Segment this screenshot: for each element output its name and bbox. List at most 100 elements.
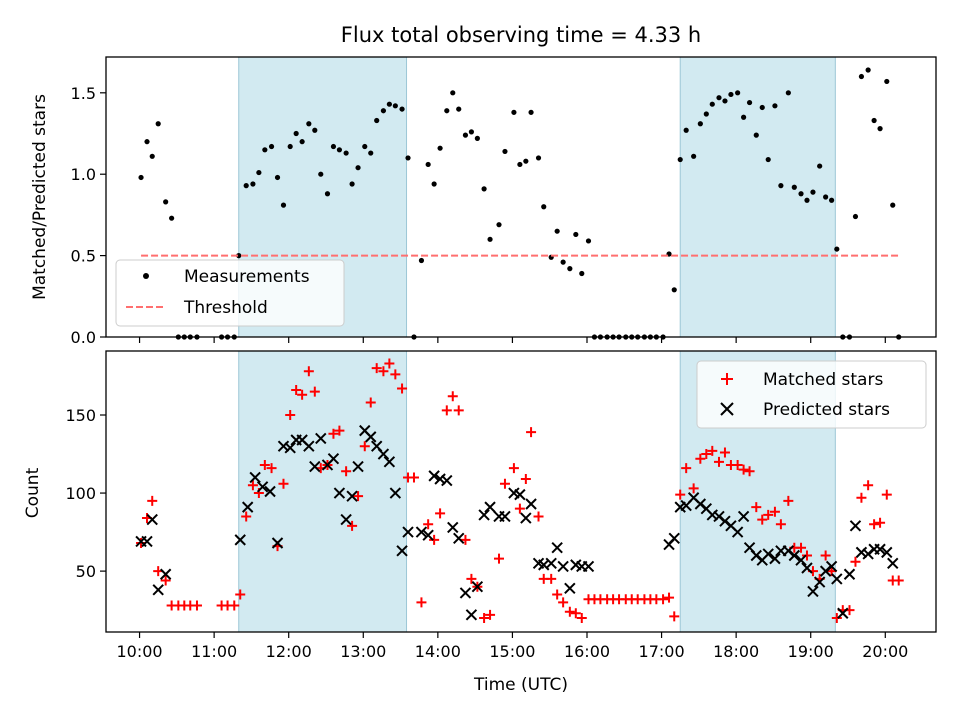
matched-star-point [875,517,886,528]
matched-star-point [769,506,780,517]
x-tick-label: 17:00 [639,642,685,661]
predicted-star-point [582,560,595,573]
measurement-point [496,222,502,228]
measurement-point [653,334,659,340]
matched-star-point [738,464,749,475]
predicted-star-point [284,442,296,454]
y-tick-label: 1.0 [71,165,96,184]
bot-shaded-region-1 [238,350,408,633]
predicted-star-point [441,474,453,487]
measurement-point [616,334,622,340]
matched-star-point [499,478,510,489]
matched-star-point [378,366,389,377]
measurement-point [660,334,666,340]
measurement-point [380,108,387,114]
matched-star-point [390,369,401,380]
predicted-star-point [465,609,478,621]
predicted-star-point [564,582,576,594]
predicted-star-point [241,501,254,513]
matched-star-point [365,397,376,408]
measurement-point [728,91,734,98]
predicted-star-point [434,473,446,485]
measurement-point [425,161,431,168]
predicted-star-point [831,573,843,585]
matched-star-point [719,447,730,458]
predicted-star-point [447,521,459,534]
matched-star-point [229,600,240,611]
predicted-star-point [545,557,557,570]
measurement-point [268,143,275,150]
matched-star-point [191,600,202,611]
bottom-panel: 50 100 150 10:00 11:00 12:00 13:00 14:00 15:00 1… [23,350,937,695]
measurement-point [236,253,242,259]
measurement-point [597,334,604,340]
matched-star-point [751,502,762,513]
matched-star-point [801,550,812,561]
measurement-point [884,78,890,85]
top-axes-frame [105,56,937,338]
measurement-point [573,231,579,238]
matched-star-point [831,612,842,623]
matched-star-point [763,509,774,520]
y-tick-label: 0.5 [71,247,96,266]
matched-star-point [669,611,680,622]
measurement-point [343,150,349,156]
matched-star-point [893,575,904,586]
measurement-point [368,150,374,156]
measurement-point [852,213,859,220]
predicted-star-point [881,546,893,559]
matched-star-point [881,489,892,500]
measurement-point [181,334,187,340]
measurement-point [791,184,797,190]
measurement-point [144,139,150,145]
predicted-star-point [668,532,680,545]
matched-star-point [533,511,544,522]
matched-star-point [371,363,382,374]
measurement-point [456,106,462,112]
measurement-point [840,334,846,340]
predicted-star-point [453,532,465,545]
matched-star-point [466,573,477,584]
predicted-star-point [788,549,801,562]
measurement-point [623,334,629,340]
legend-matched-marker [721,373,733,385]
measurement-point [399,106,405,112]
matched-star-point [494,553,505,564]
measurement-point [386,101,392,107]
matched-star-point [441,405,452,416]
predicted-star-point [471,581,484,593]
measurement-point [828,197,835,203]
measurement-point [823,194,829,200]
matched-star-point [732,459,743,470]
measurement-point [610,334,616,340]
matched-star-point [341,466,352,477]
legend-measurements-marker [143,273,149,279]
measurement-point [817,163,823,169]
measurement-point [330,143,337,150]
measurement-point [474,135,480,141]
predicted-star-point [249,471,261,484]
measurement-point [735,90,741,96]
predicted-star-point [277,440,290,452]
x-tick-label: 11:00 [191,642,237,661]
predicted-star-point [396,545,408,557]
x-tick-label: 10:00 [117,642,163,661]
measurement-point [450,90,456,96]
matched-star-point [460,534,471,545]
x-tick-label: 18:00 [713,642,759,661]
measurement-point [262,147,268,153]
measurement-point [418,257,425,264]
matched-star-point [408,472,419,483]
measurement-point [535,155,542,161]
x-tick-label: 13:00 [340,642,386,661]
matched-star-point [508,463,519,474]
measurement-point [554,228,560,234]
predicted-star-point [152,584,164,596]
measurement-point [759,104,765,111]
measurement-point [444,108,450,114]
predicted-star-point [428,470,440,482]
measurement-point [318,171,324,177]
measurement-point [871,117,877,124]
measurement-point [647,334,653,340]
